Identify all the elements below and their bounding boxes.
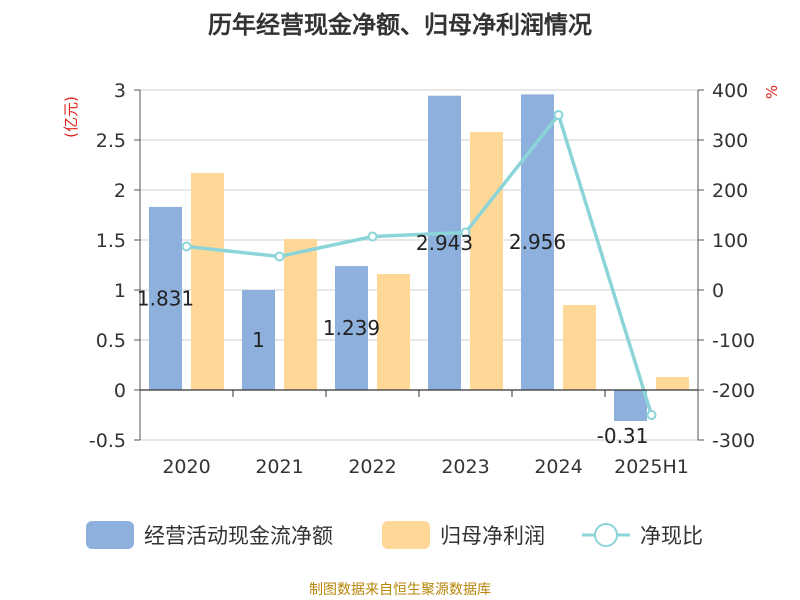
ratio-line: [186, 111, 654, 416]
bar-layer: [149, 94, 689, 421]
cash-flow-data-label: 2.956: [509, 230, 566, 254]
legend-cash-flow-label: 经营活动现金流净额: [144, 524, 333, 548]
net-profit-bar: [656, 377, 689, 390]
left-tick-label: 3: [114, 80, 126, 102]
left-axis-unit: (亿元): [62, 96, 80, 138]
legend[interactable]: 经营活动现金流净额 归母净利润 净现比: [86, 521, 703, 549]
chart-title: 历年经营现金净额、归母净利润情况: [208, 11, 592, 39]
legend-ratio-label: 净现比: [640, 524, 703, 548]
ratio-point: [646, 410, 657, 420]
left-tick-label: 1: [114, 280, 126, 302]
cash-flow-data-label: 1.831: [137, 286, 194, 310]
cash-flow-data-label: 1: [252, 328, 265, 352]
x-tick-label: 2020: [162, 456, 210, 478]
cash-flow-bar: [335, 266, 368, 390]
net-profit-bar: [191, 173, 224, 390]
right-tick-label: -200: [712, 380, 755, 402]
cash-flow-data-label: -0.31: [597, 424, 649, 448]
cash-flow-bar: [614, 390, 647, 421]
legend-net-profit-swatch: [382, 521, 430, 549]
x-tick-label: 2025H1: [614, 456, 689, 478]
right-axis-unit: %: [763, 85, 781, 99]
ratio-point: [460, 227, 471, 238]
net-profit-bar: [377, 274, 410, 390]
data-source-note: 制图数据来自恒生聚源数据库: [309, 582, 491, 598]
legend-net-profit-label: 归母净利润: [440, 524, 545, 548]
legend-ratio-marker: [594, 523, 618, 547]
cash-flow-data-label: 2.943: [416, 231, 473, 255]
right-tick-label: -300: [712, 430, 755, 452]
right-tick-label: 300: [712, 130, 748, 152]
right-tick-label: -100: [712, 330, 755, 352]
axis-layer: -0.5 0 0.5 1 1.5 2 2.5 3 -300 -200 -100 0 100 200 300 4…: [89, 80, 755, 478]
cash-flow-bar: [242, 290, 275, 390]
left-tick-label: 2.5: [96, 130, 126, 152]
ratio-point: [181, 241, 192, 252]
right-tick-label: 400: [712, 80, 748, 102]
cash-flow-data-label: 1.239: [323, 316, 380, 340]
cash-flow-bar: [149, 206, 182, 390]
right-tick-label: 100: [712, 230, 748, 252]
x-tick-label: 2022: [348, 456, 396, 478]
x-tick-label: 2024: [534, 456, 582, 478]
right-tick-label: 0: [712, 280, 724, 302]
legend-cash-flow-swatch: [86, 521, 134, 549]
label-layer: 1.831 1 1.239 2.943 2.956 -0.31: [137, 230, 649, 448]
net-profit-bar: [470, 132, 503, 390]
ratio-point: [553, 110, 564, 120]
x-tick-label: 2021: [255, 456, 303, 478]
left-tick-label: 0: [114, 380, 126, 402]
line-layer: [181, 110, 657, 420]
x-tick-label: 2023: [441, 456, 489, 478]
left-tick-label: 0.5: [96, 330, 126, 352]
left-tick-label: 2: [114, 180, 126, 202]
ratio-point: [274, 251, 285, 262]
left-tick-label: -0.5: [89, 430, 126, 452]
right-tick-label: 200: [712, 180, 748, 202]
ratio-point: [367, 231, 378, 242]
net-profit-bar: [284, 239, 317, 390]
left-tick-label: 1.5: [96, 230, 126, 252]
net-profit-bar: [563, 305, 596, 390]
cash-flow-bar: [428, 95, 461, 390]
